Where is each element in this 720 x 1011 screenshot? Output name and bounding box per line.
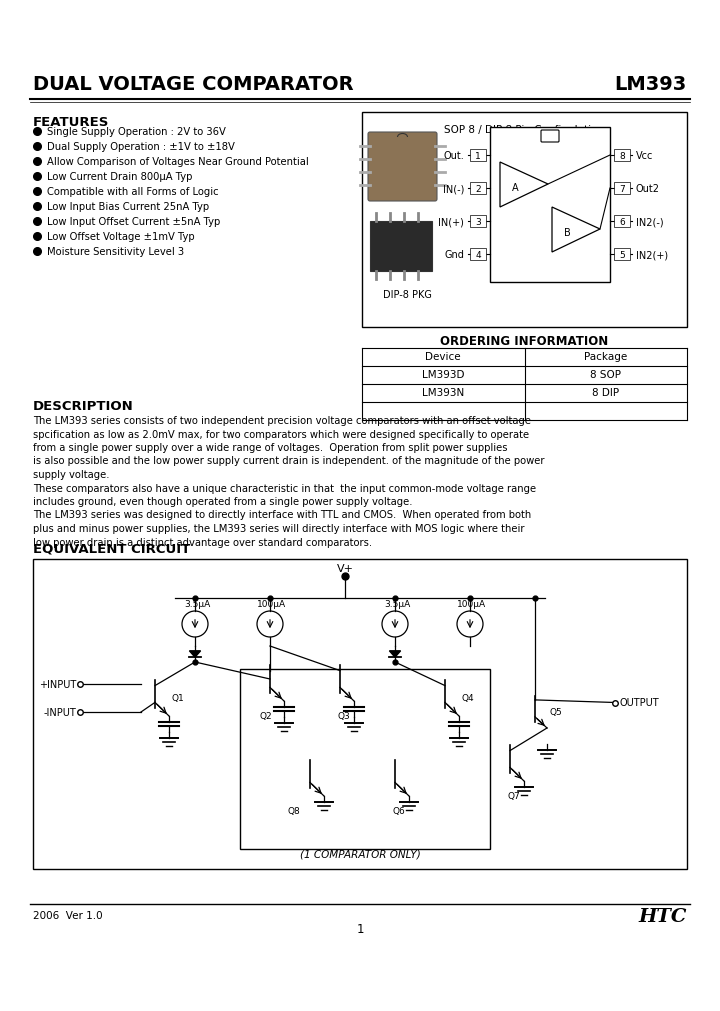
- Text: Gnd: Gnd: [444, 250, 464, 260]
- Text: LM393: LM393: [615, 75, 687, 94]
- Text: Low Input Offset Current ±5nA Typ: Low Input Offset Current ±5nA Typ: [47, 216, 220, 226]
- Bar: [362, 113, 687, 328]
- Text: IN2(+): IN2(+): [636, 250, 668, 260]
- Text: SOP-8 PKG: SOP-8 PKG: [381, 231, 433, 241]
- Text: low power drain is a distinct advantage over standard comparators.: low power drain is a distinct advantage …: [33, 537, 372, 547]
- Text: IN2(-): IN2(-): [636, 216, 664, 226]
- Text: Low Input Bias Current 25nA Typ: Low Input Bias Current 25nA Typ: [47, 202, 209, 211]
- Text: Low Current Drain 800μA Typ: Low Current Drain 800μA Typ: [47, 172, 192, 182]
- Text: 8 DIP: 8 DIP: [592, 387, 619, 397]
- Text: Vcc: Vcc: [636, 151, 653, 161]
- Text: Q8: Q8: [287, 806, 300, 815]
- Bar: [240, 669, 490, 849]
- Text: IN(-): IN(-): [443, 184, 464, 194]
- Text: A: A: [512, 183, 518, 193]
- Text: 2: 2: [475, 184, 481, 193]
- Text: -INPUT: -INPUT: [43, 708, 76, 717]
- FancyBboxPatch shape: [614, 150, 630, 162]
- Text: 6: 6: [619, 217, 625, 226]
- Text: 2006  Ver 1.0: 2006 Ver 1.0: [33, 910, 103, 920]
- FancyBboxPatch shape: [614, 183, 630, 195]
- Text: Device: Device: [426, 352, 461, 362]
- FancyBboxPatch shape: [614, 215, 630, 227]
- Text: Out.: Out.: [444, 151, 464, 161]
- Text: Single Supply Operation : 2V to 36V: Single Supply Operation : 2V to 36V: [47, 126, 226, 136]
- Text: FEATURES: FEATURES: [33, 116, 109, 128]
- Text: spcification as low as 2.0mV max, for two comparators which were designed specif: spcification as low as 2.0mV max, for tw…: [33, 429, 529, 439]
- Text: The LM393 series consists of two independent precision voltage comparators with : The LM393 series consists of two indepen…: [33, 416, 531, 426]
- Text: 1: 1: [356, 922, 364, 935]
- Text: includes ground, even though operated from a single power supply voltage.: includes ground, even though operated fr…: [33, 496, 413, 507]
- Text: +INPUT: +INPUT: [39, 679, 76, 690]
- Text: HTC: HTC: [639, 907, 687, 925]
- Text: ORDERING INFORMATION: ORDERING INFORMATION: [441, 335, 608, 348]
- FancyBboxPatch shape: [541, 130, 559, 143]
- Text: Q1: Q1: [171, 694, 184, 703]
- Text: 100μA: 100μA: [258, 600, 287, 609]
- Text: 3.5μA: 3.5μA: [384, 600, 410, 609]
- Text: Q3: Q3: [338, 712, 351, 720]
- FancyBboxPatch shape: [470, 183, 486, 195]
- Bar: [490, 127, 610, 283]
- Text: plus and minus power supplies, the LM393 series will directly interface with MOS: plus and minus power supplies, the LM393…: [33, 524, 524, 534]
- Text: Allow Comparison of Voltages Near Ground Potential: Allow Comparison of Voltages Near Ground…: [47, 157, 309, 167]
- Text: EQUIVALENT CIRCUIT: EQUIVALENT CIRCUIT: [33, 543, 190, 555]
- FancyBboxPatch shape: [470, 249, 486, 261]
- Text: 5: 5: [619, 251, 625, 259]
- Text: 3.5μA: 3.5μA: [184, 600, 210, 609]
- FancyBboxPatch shape: [470, 215, 486, 227]
- Text: 1: 1: [475, 152, 481, 161]
- Bar: [33, 559, 687, 869]
- Text: Q6: Q6: [392, 806, 405, 815]
- Text: Moisture Sensitivity Level 3: Moisture Sensitivity Level 3: [47, 247, 184, 257]
- Text: These comparators also have a unique characteristic in that  the input common-mo: These comparators also have a unique cha…: [33, 483, 536, 493]
- Text: Q2: Q2: [260, 712, 272, 720]
- Text: (1 COMPARATOR ONLY): (1 COMPARATOR ONLY): [300, 849, 420, 859]
- Text: 3: 3: [475, 217, 481, 226]
- Text: is also possible and the low power supply current drain is independent. of the m: is also possible and the low power suppl…: [33, 456, 544, 466]
- Text: Low Offset Voltage ±1mV Typ: Low Offset Voltage ±1mV Typ: [47, 232, 194, 242]
- Text: V+: V+: [336, 563, 354, 573]
- Bar: [370, 221, 432, 272]
- Text: IN(+): IN(+): [438, 216, 464, 226]
- Text: Dual Supply Operation : ±1V to ±18V: Dual Supply Operation : ±1V to ±18V: [47, 142, 235, 152]
- Text: LM393N: LM393N: [422, 387, 464, 397]
- Text: SOP 8 / DIP 8 Pin Configulation: SOP 8 / DIP 8 Pin Configulation: [444, 125, 605, 134]
- Text: supply voltage.: supply voltage.: [33, 469, 109, 479]
- Text: DIP-8 PKG: DIP-8 PKG: [382, 290, 431, 299]
- Text: Q5: Q5: [549, 707, 562, 716]
- Text: from a single power supply over a wide range of voltages.  Operation from split : from a single power supply over a wide r…: [33, 443, 508, 453]
- Text: DESCRIPTION: DESCRIPTION: [33, 399, 134, 412]
- Text: Q4: Q4: [461, 694, 474, 703]
- Text: 8 SOP: 8 SOP: [590, 370, 621, 379]
- FancyBboxPatch shape: [470, 150, 486, 162]
- Text: 7: 7: [619, 184, 625, 193]
- Text: 8: 8: [619, 152, 625, 161]
- Text: 100μA: 100μA: [457, 600, 487, 609]
- Text: LM393D: LM393D: [422, 370, 464, 379]
- Text: DUAL VOLTAGE COMPARATOR: DUAL VOLTAGE COMPARATOR: [33, 75, 354, 94]
- Text: The LM393 series was designed to directly interface with TTL and CMOS.  When ope: The LM393 series was designed to directl…: [33, 510, 531, 520]
- Text: 4: 4: [475, 251, 481, 259]
- FancyBboxPatch shape: [368, 132, 437, 202]
- Text: Package: Package: [584, 352, 627, 362]
- Text: Q7: Q7: [508, 792, 521, 801]
- FancyBboxPatch shape: [614, 249, 630, 261]
- Polygon shape: [189, 651, 201, 657]
- Text: OUTPUT: OUTPUT: [619, 698, 659, 708]
- Text: B: B: [564, 227, 570, 238]
- Text: Out2: Out2: [636, 184, 660, 194]
- Text: Compatible with all Forms of Logic: Compatible with all Forms of Logic: [47, 187, 219, 197]
- Polygon shape: [390, 651, 400, 657]
